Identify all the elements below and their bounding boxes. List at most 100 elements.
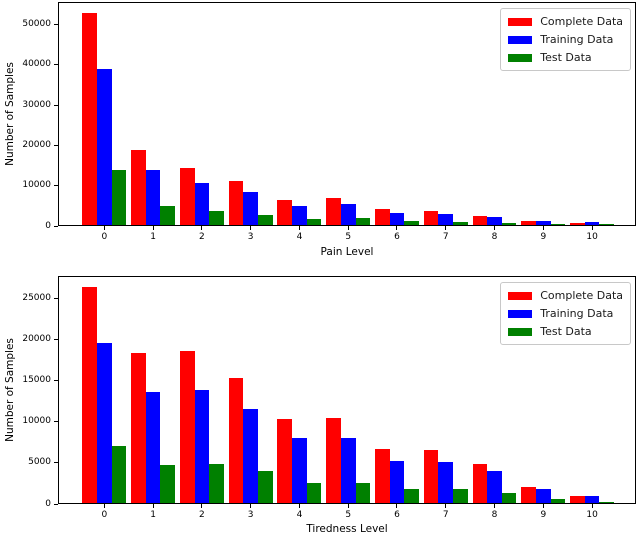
x-tick [542, 504, 544, 508]
legend-label: Training Data [540, 307, 614, 320]
x-tick-label: 7 [442, 510, 449, 520]
x-tick-label: 2 [199, 510, 205, 520]
x-axis-label: Tiredness Level [306, 523, 388, 535]
bar [389, 461, 405, 503]
bar [355, 218, 371, 225]
bar [326, 198, 341, 225]
y-tick-label: 10000 [22, 416, 51, 427]
legend: Complete Data Training Data Test Data [500, 8, 631, 71]
x-axis-label: Pain Level [320, 246, 374, 258]
y-tick [54, 185, 58, 187]
x-tick [591, 226, 593, 230]
bar [536, 489, 551, 503]
y-tick [54, 421, 58, 423]
bar [423, 210, 439, 225]
bar [584, 496, 600, 503]
y-tick-label: 20000 [22, 333, 51, 344]
plot-area: Complete Data Training Data Test Data [58, 2, 636, 226]
x-tick [494, 504, 496, 508]
bar [375, 209, 390, 225]
legend-label: Complete Data [540, 15, 623, 28]
x-tick [347, 226, 349, 230]
x-tick [201, 226, 203, 230]
bar [292, 438, 307, 503]
bar [209, 463, 224, 503]
x-tick-label: 9 [540, 232, 547, 242]
bar [423, 449, 439, 503]
x-tick [298, 504, 300, 508]
x-tick [250, 504, 252, 508]
legend-item: Test Data [508, 51, 623, 64]
x-tick-label: 8 [491, 510, 498, 520]
x-tick-label: 10 [586, 232, 598, 242]
bar [257, 215, 273, 225]
bar [160, 465, 176, 503]
bar [179, 350, 195, 503]
legend-item: Training Data [508, 33, 623, 46]
x-tick-label: 4 [296, 232, 303, 242]
bar [228, 377, 244, 503]
bar [438, 462, 454, 503]
y-axis-label: Number of Samples [4, 338, 16, 442]
bar [404, 221, 419, 225]
x-tick-label: 0 [101, 510, 108, 520]
x-tick-label: 1 [150, 510, 156, 520]
y-tick [54, 503, 58, 505]
legend-swatch [508, 291, 533, 300]
x-tick [542, 226, 544, 230]
bar [243, 408, 258, 503]
bar [536, 221, 551, 225]
x-tick-label: 6 [394, 232, 400, 242]
x-tick [494, 226, 496, 230]
bar [487, 217, 502, 225]
x-tick [201, 504, 203, 508]
bar [82, 287, 97, 503]
legend-item: Training Data [508, 307, 623, 320]
legend-swatch [508, 53, 533, 62]
bar [145, 391, 161, 503]
bar [521, 486, 536, 503]
bar [292, 205, 307, 225]
x-tick [250, 226, 252, 230]
bar [570, 495, 585, 503]
y-tick-label: 0 [45, 220, 51, 231]
y-tick-label: 30000 [22, 99, 51, 110]
x-tick [103, 504, 105, 508]
bar [501, 493, 517, 503]
bar [438, 214, 454, 225]
bar [277, 418, 293, 503]
bar [277, 199, 293, 225]
y-axis-label: Number of Samples [4, 62, 16, 166]
legend-label: Training Data [540, 33, 614, 46]
x-tick [152, 504, 154, 508]
bar [599, 501, 615, 503]
bar [97, 68, 112, 225]
bar [487, 471, 502, 503]
x-tick-label: 0 [101, 232, 108, 242]
legend-item: Test Data [508, 325, 623, 338]
y-tick-label: 15000 [22, 375, 51, 386]
bar [131, 149, 146, 225]
x-tick [445, 504, 447, 508]
x-tick [445, 226, 447, 230]
y-tick [54, 144, 58, 146]
bar [111, 445, 127, 503]
bar [194, 182, 210, 225]
x-tick [396, 504, 398, 508]
y-tick-label: 5000 [28, 457, 51, 468]
bar [97, 343, 112, 503]
bar [550, 498, 566, 503]
bar [389, 213, 405, 225]
y-tick-label: 20000 [22, 139, 51, 150]
x-tick-label: 2 [199, 232, 205, 242]
legend-label: Complete Data [540, 289, 623, 302]
x-tick [591, 504, 593, 508]
y-tick-label: 25000 [22, 292, 51, 303]
bar [111, 169, 127, 225]
bar [501, 223, 517, 225]
bar [306, 218, 322, 225]
legend-swatch [508, 309, 533, 318]
x-tick-label: 7 [442, 232, 449, 242]
y-tick [54, 380, 58, 382]
